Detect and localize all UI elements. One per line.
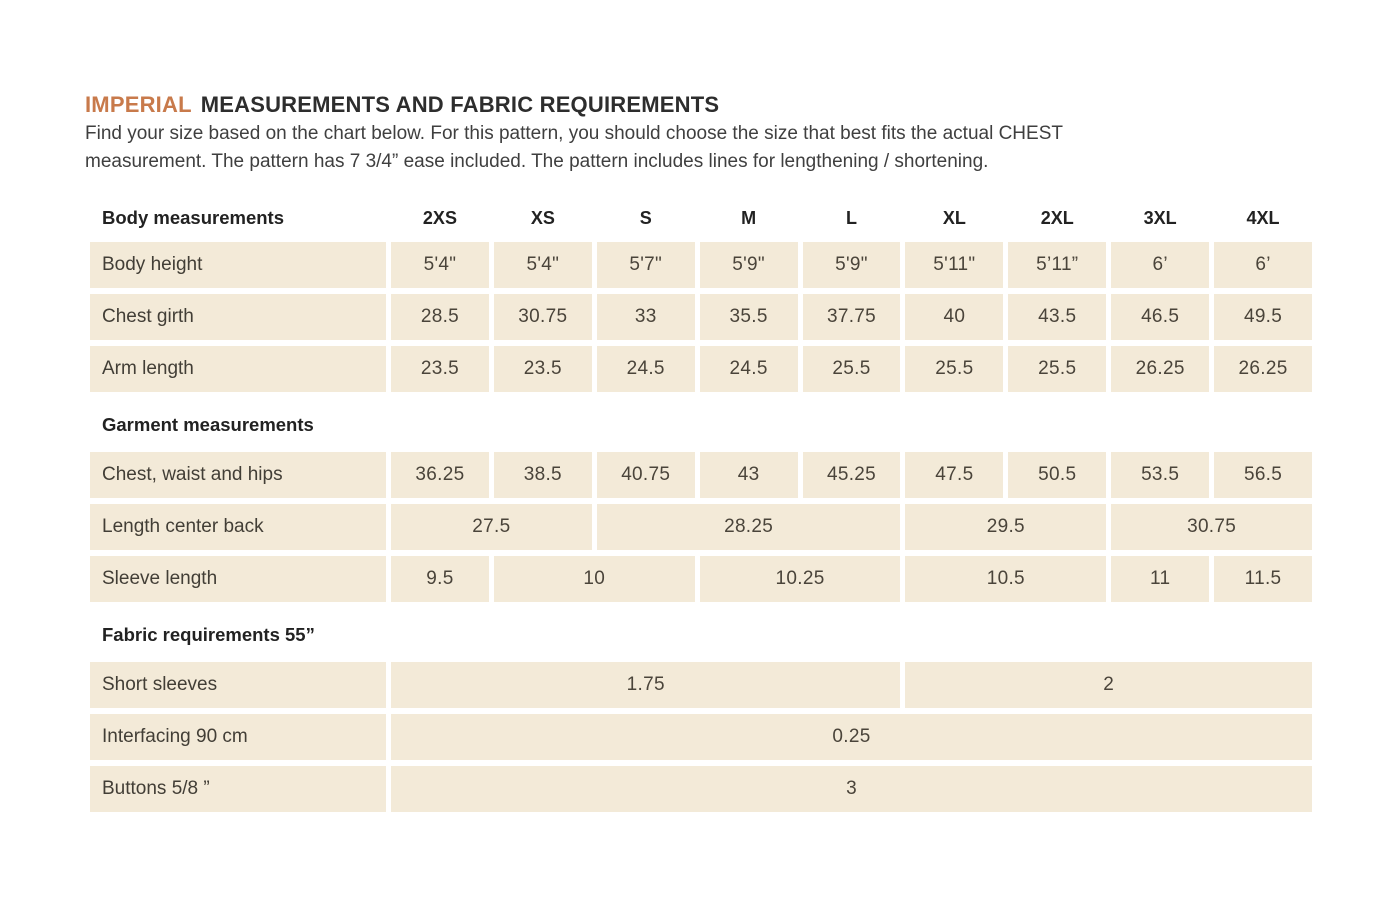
table-row: Buttons 5/8 ” 3: [90, 766, 1312, 812]
value-cell: 24.5: [596, 346, 695, 392]
table-row: Sleeve length 9.5 10 10.25 10.5 11 11.5: [90, 556, 1312, 602]
value-cell: 26.25: [1214, 346, 1312, 392]
value-cell: 5'4": [493, 242, 592, 288]
value-cell: 0.25: [391, 714, 1312, 760]
table-row: Chest, waist and hips 36.25 38.5 40.75 43 45.…: [90, 452, 1312, 498]
value-cell: 5'7": [596, 242, 695, 288]
value-cell: 53.5: [1111, 452, 1210, 498]
table-row: Length center back 27.5 28.25 29.5 30.75: [90, 504, 1312, 550]
size-column-header: XS: [530, 207, 555, 228]
value-cell: 50.5: [1008, 452, 1107, 498]
value-cell: 45.25: [802, 452, 901, 498]
size-column-header: M: [741, 207, 757, 228]
value-cell: 43: [699, 452, 798, 498]
value-cell: 5'11": [905, 242, 1004, 288]
intro-paragraph: Find your size based on the chart below.…: [85, 120, 1400, 176]
table-row: Chest girth 28.5 30.75 33 35.5 37.75 40 43.5 46.…: [90, 294, 1312, 340]
value-cell: 38.5: [493, 452, 592, 498]
value-cell: 23.5: [493, 346, 592, 392]
value-cell: 29.5: [905, 504, 1107, 550]
value-cell: 3: [391, 766, 1312, 812]
size-column-header: S: [639, 207, 652, 228]
row-label: Arm length: [90, 346, 386, 392]
size-column-header: XL: [942, 207, 966, 228]
value-cell: 40: [905, 294, 1004, 340]
value-cell: 35.5: [699, 294, 798, 340]
row-label: Chest, waist and hips: [90, 452, 386, 498]
value-cell: 30.75: [493, 294, 592, 340]
size-column-header: L: [845, 207, 857, 228]
value-cell: 46.5: [1111, 294, 1210, 340]
row-label: Buttons 5/8 ”: [90, 766, 386, 812]
value-cell: 36.25: [391, 452, 489, 498]
table-row: Interfacing 90 cm 0.25: [90, 714, 1312, 760]
page-title: IMPERIAL MEASUREMENTS AND FABRIC REQUIREM…: [85, 90, 1400, 120]
table-row: Body height 5'4" 5'4" 5'7" 5'9" 5'9" 5'11" 5’11…: [90, 242, 1312, 288]
section-header-2: Fabric requirements 55”: [102, 624, 315, 645]
value-cell: 5'9": [802, 242, 901, 288]
row-label: Chest girth: [90, 294, 386, 340]
value-cell: 5'4": [391, 242, 489, 288]
size-column-header: 3XL: [1143, 207, 1177, 228]
value-cell: 2: [905, 662, 1312, 708]
value-cell: 1.75: [391, 662, 901, 708]
value-cell: 47.5: [905, 452, 1004, 498]
value-cell: 6’: [1214, 242, 1312, 288]
size-column-header: 2XL: [1040, 207, 1074, 228]
value-cell: 40.75: [596, 452, 695, 498]
row-label: Length center back: [90, 504, 386, 550]
value-cell: 10.25: [699, 556, 901, 602]
value-cell: 11: [1111, 556, 1210, 602]
value-cell: 10.5: [905, 556, 1107, 602]
section-header-0: Body measurements: [102, 207, 284, 228]
value-cell: 23.5: [391, 346, 489, 392]
section-header-1: Garment measurements: [102, 414, 314, 435]
table-row: Arm length 23.5 23.5 24.5 24.5 25.5 25.5 25.5 26…: [90, 346, 1312, 392]
value-cell: 25.5: [1008, 346, 1107, 392]
page-title-highlight: IMPERIAL: [85, 92, 192, 117]
value-cell: 10: [493, 556, 695, 602]
value-cell: 37.75: [802, 294, 901, 340]
table-header-row: Body measurements 2XS XS S M L XL 2XL 3XL 4XL: [90, 200, 1312, 236]
value-cell: 43.5: [1008, 294, 1107, 340]
value-cell: 6’: [1111, 242, 1210, 288]
value-cell: 5’11”: [1008, 242, 1107, 288]
value-cell: 33: [596, 294, 695, 340]
value-cell: 27.5: [391, 504, 592, 550]
value-cell: 56.5: [1214, 452, 1312, 498]
table-row: Short sleeves 1.75 2: [90, 662, 1312, 708]
size-table: Body measurements 2XS XS S M L XL 2XL 3XL 4XL Body…: [90, 200, 1312, 812]
value-cell: 49.5: [1214, 294, 1312, 340]
size-column-header: 2XS: [422, 207, 457, 228]
value-cell: 28.25: [596, 504, 901, 550]
row-label: Short sleeves: [90, 662, 386, 708]
row-label: Sleeve length: [90, 556, 386, 602]
value-cell: 25.5: [905, 346, 1004, 392]
page-title-rest: MEASUREMENTS AND FABRIC REQUIREMENTS: [200, 92, 720, 117]
value-cell: 11.5: [1214, 556, 1312, 602]
value-cell: 28.5: [391, 294, 489, 340]
value-cell: 25.5: [802, 346, 901, 392]
value-cell: 24.5: [699, 346, 798, 392]
value-cell: 26.25: [1111, 346, 1210, 392]
size-column-header: 4XL: [1246, 207, 1280, 228]
intro-line-1: Find your size based on the chart below.…: [85, 123, 1063, 144]
intro-line-2: measurement. The pattern has 7 3/4” ease…: [85, 151, 989, 172]
row-label: Interfacing 90 cm: [90, 714, 386, 760]
value-cell: 5'9": [699, 242, 798, 288]
value-cell: 30.75: [1111, 504, 1312, 550]
value-cell: 9.5: [391, 556, 489, 602]
row-label: Body height: [90, 242, 386, 288]
